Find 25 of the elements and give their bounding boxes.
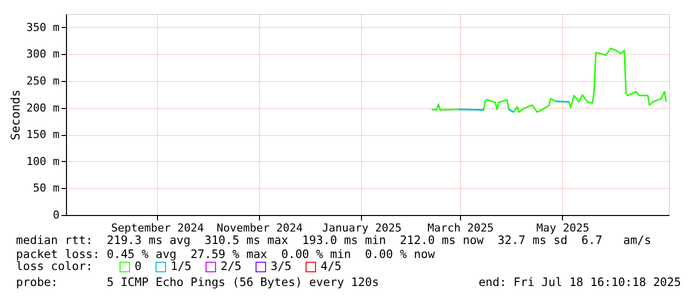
y-tick-label: 250 m [26, 74, 60, 88]
y-tick-label: 100 m [26, 154, 60, 168]
text: median rtt: 219.3 ms avg 310.5 ms max 193.0 ms min 212.0 ms now 32.7 ms sd 6.7 am/s [16, 233, 652, 247]
x-tick-label: May 2025 [536, 222, 590, 234]
legend-label: 1/5 [170, 259, 192, 274]
line-series [430, 48, 667, 113]
legend-label: 0 [134, 259, 142, 274]
y-tick-label: 0 [52, 208, 60, 222]
x-tick-label: September 2024 [111, 222, 204, 234]
y-tick-label: 350 m [26, 20, 60, 34]
y-axis-title: Seconds [8, 90, 22, 140]
y-tick-label: 50 m [33, 182, 60, 195]
x-tick-label: March 2025 [428, 222, 494, 234]
y-tick-label: 150 m [26, 128, 60, 142]
legend-label: 4/5 [320, 259, 342, 274]
legend-label: 2/5 [220, 259, 242, 274]
y-tick-label: 300 m [26, 48, 60, 61]
y-tick-label: 200 m [26, 101, 60, 114]
legend-label: 3/5 [270, 259, 292, 274]
text: probe: 5 ICMP Echo Pings (56 Bytes) every 120s [16, 275, 379, 289]
x-tick-label: January 2025 [322, 222, 402, 234]
text: packet loss: 0.45 % avg 27.59 % max 0.00 % min 0.00 % now [16, 247, 435, 261]
legend-title: loss color: [16, 259, 93, 273]
x-tick-label: November 2024 [216, 222, 304, 234]
text: end: Fri Jul 18 16:10:18 2025 [478, 275, 682, 289]
